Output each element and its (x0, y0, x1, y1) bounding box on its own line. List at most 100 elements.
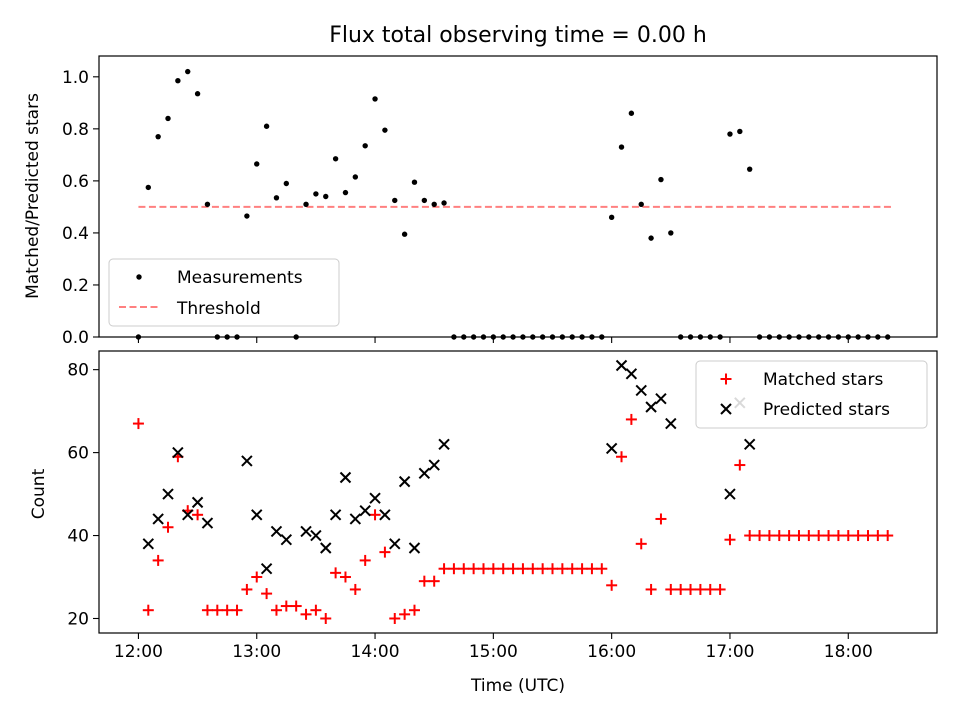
top-panel: 0.0 0.2 0.4 0.6 0.8 1.0 Matched/Predicted sta… (23, 55, 938, 348)
matched-star-point (280, 600, 292, 612)
matched-star-point (714, 583, 726, 595)
predicted-star-point (428, 459, 440, 471)
matched-star-point (339, 571, 351, 583)
y-tick-label: 80 (67, 361, 89, 381)
matched-star-point (763, 530, 775, 542)
predicted-star-point (655, 392, 667, 405)
measurement-point (323, 193, 329, 200)
top-plot-frame (98, 55, 938, 338)
bottom-legend-box (695, 360, 928, 429)
matched-star-point (616, 451, 628, 463)
matched-star-point (468, 563, 480, 575)
matched-star-point (754, 530, 766, 542)
measurement-point (431, 201, 437, 208)
matched-star-point (793, 530, 805, 542)
predicted-star-point (310, 529, 322, 542)
predicted-star-point (182, 509, 194, 521)
measurement-point (244, 213, 250, 219)
bottom-plot-frame (98, 350, 938, 634)
x-tick-label: 14:00 (351, 642, 400, 662)
measurement-point (145, 184, 151, 191)
matched-star-point (734, 459, 746, 471)
matched-star-point (655, 513, 667, 525)
measurement-point (648, 235, 654, 241)
matched-star-point (438, 563, 450, 575)
measurement-point (382, 127, 388, 133)
bottom-legend: Matched stars Predicted stars (695, 360, 928, 429)
bottom-marks (132, 359, 894, 624)
y-tick-label: 0.6 (62, 172, 89, 192)
x-tick-label: 15:00 (469, 642, 518, 662)
top-y-axis: 0.0 0.2 0.4 0.6 0.8 1.0 (62, 68, 99, 348)
measurement-point (254, 161, 260, 167)
predicted-star-point (635, 384, 647, 397)
matched-star-point (241, 583, 253, 595)
matched-star-point (704, 583, 716, 595)
measurement-point (658, 176, 664, 183)
matched-star-point (685, 583, 697, 595)
matched-star-point (300, 608, 312, 620)
matched-star-point (832, 530, 844, 542)
x-tick-label: 18:00 (824, 642, 873, 662)
measurement-point (313, 191, 319, 197)
matched-star-point (625, 413, 637, 425)
top-y-axis-label: Matched/Predicted stars (23, 93, 43, 299)
matched-star-point (882, 530, 894, 542)
predicted-star-point (329, 509, 342, 521)
predicted-star-point (389, 538, 401, 550)
matched-star-point (231, 604, 243, 616)
matched-star-point (566, 563, 578, 575)
matched-star-point (694, 583, 706, 595)
predicted-star-point (408, 542, 421, 554)
legend-measurements-label: Measurements (177, 268, 303, 288)
matched-star-point (192, 509, 204, 521)
matched-star-point (724, 534, 736, 546)
predicted-star-point (300, 525, 312, 538)
matched-star-point (270, 604, 282, 616)
measurement-point (283, 180, 290, 187)
top-x-axis (137, 337, 849, 343)
predicted-star-point (369, 492, 381, 504)
matched-star-point (132, 418, 144, 430)
matched-star-point (675, 583, 687, 595)
matched-star-point (261, 588, 273, 600)
y-tick-label: 0.2 (62, 276, 89, 296)
matched-star-point (497, 563, 509, 575)
measurement-point (411, 179, 418, 185)
y-tick-label: 60 (67, 444, 89, 464)
matched-star-point (547, 563, 559, 575)
measurement-point (668, 230, 674, 236)
matched-star-point (211, 604, 223, 616)
matched-star-point (448, 563, 460, 575)
matched-star-point (320, 612, 332, 624)
y-tick-label: 20 (67, 609, 89, 629)
matched-star-point (458, 563, 470, 575)
legend-matched-marker (720, 373, 732, 385)
predicted-star-point (349, 513, 362, 525)
y-tick-label: 40 (67, 527, 89, 547)
measurement-point (175, 78, 181, 84)
predicted-star-point (398, 475, 411, 488)
x-tick-label: 13:00 (232, 642, 281, 662)
matched-star-point (842, 530, 854, 542)
x-tick-label: 17:00 (705, 642, 754, 662)
bottom-x-axis: 12:00 13:00 14:00 15:00 16:00 17:00 18:00 (114, 633, 873, 662)
matched-star-point (596, 563, 608, 575)
measurement-point (204, 201, 211, 208)
y-tick-label: 1.0 (62, 68, 89, 88)
legend-threshold-label: Threshold (176, 299, 261, 319)
predicted-star-point (665, 417, 677, 430)
legend-x-glyph (720, 403, 732, 415)
matched-star-point (813, 530, 825, 542)
predicted-star-point (152, 513, 164, 525)
matched-star-point (152, 554, 164, 566)
measurement-point (618, 144, 625, 150)
measurement-point (746, 166, 753, 172)
matched-star-point (537, 563, 549, 575)
predicted-star-point (645, 401, 657, 413)
measurement-point (185, 68, 191, 75)
measurement-point (727, 131, 733, 137)
matched-star-point (310, 604, 322, 616)
predicted-star-point (191, 496, 204, 509)
